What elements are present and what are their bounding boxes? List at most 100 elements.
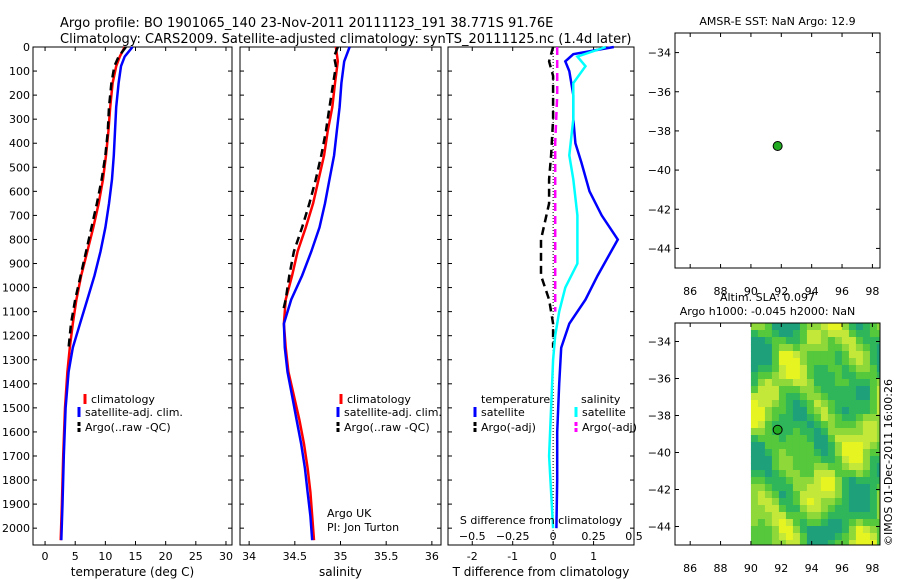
sla-map-cell [848, 519, 857, 527]
sla-map-cell [757, 533, 766, 541]
sla-map-cell [834, 526, 843, 534]
sla-map-cell [834, 442, 843, 450]
sla-map-cell [862, 470, 871, 478]
sla-map-cell [876, 526, 880, 534]
sla-map-cell [820, 407, 829, 415]
sla-map-cell [778, 330, 787, 338]
sla-map-cell [806, 435, 815, 443]
sla-map-ytick-label: −36 [648, 373, 671, 386]
sla-map-cell [764, 512, 773, 520]
sla-map-title-line1: Altim. SLA: 0.097 [720, 291, 815, 304]
depth-tick-label: 900 [9, 258, 30, 271]
sla-map-cell [799, 498, 808, 506]
sla-map-cell [792, 372, 801, 380]
sla-map-cell [813, 365, 822, 373]
sla-map-cell [750, 351, 759, 359]
sla-map-cell [813, 386, 822, 394]
sla-map-cell [799, 519, 808, 527]
sla-map-cell [855, 344, 864, 352]
sla-map-cell [757, 470, 766, 478]
sla-map-cell [799, 428, 808, 436]
sla-map-cell [841, 386, 850, 394]
sla-map-cell [806, 533, 815, 541]
sla-map-cell [827, 323, 836, 331]
sla-map-cell [848, 386, 857, 394]
depth-tick-label: 1300 [2, 354, 30, 367]
depth-tick-label: 1500 [2, 402, 30, 415]
sla-map-cell [834, 330, 843, 338]
sla-map-cell [785, 365, 794, 373]
sla-map-cell [785, 505, 794, 513]
sla-map-cell [785, 330, 794, 338]
salinity-xtick-label: 35.5 [374, 550, 399, 563]
sla-map-cell [855, 372, 864, 380]
sla-map-cell [841, 421, 850, 429]
sla-map-cell [813, 484, 822, 492]
sla-map-cell [778, 519, 787, 527]
sst-map-xtick-label: 90 [744, 285, 758, 298]
sla-map-cell [827, 351, 836, 359]
sla-map-cell [764, 358, 773, 366]
sla-map-cell [876, 519, 880, 527]
sla-map-cell [778, 421, 787, 429]
sla-map-cell [820, 533, 829, 541]
sla-map-cell [862, 323, 871, 331]
sla-map-cell [799, 456, 808, 464]
sla-map-cell [799, 442, 808, 450]
sla-map-cell [757, 323, 766, 331]
sla-map-cell [806, 407, 815, 415]
sla-map-cell [750, 435, 759, 443]
sla-map-cell [785, 428, 794, 436]
sla-map-cell [778, 498, 787, 506]
sla-map-cell [785, 470, 794, 478]
sla-map-cell [841, 337, 850, 345]
sla-map-cell [876, 372, 880, 380]
sla-map-cell [820, 526, 829, 534]
sla-map-cell [792, 477, 801, 485]
sla-map-cell [764, 540, 773, 545]
sla-map-cell [855, 435, 864, 443]
sla-map-cell [855, 393, 864, 401]
sla-map-cell [806, 379, 815, 387]
sla-map-cell [855, 456, 864, 464]
sla-map-cell [834, 358, 843, 366]
sla-map-cell [813, 428, 822, 436]
sla-map-cell [848, 533, 857, 541]
sla-map-cell [841, 540, 850, 545]
sla-map-cell [764, 491, 773, 499]
sla-map-cell [750, 330, 759, 338]
temperature-xtick-label: 5 [72, 550, 79, 563]
sla-map-cell [806, 477, 815, 485]
sla-map-cell [806, 421, 815, 429]
sla-map-cell [827, 337, 836, 345]
sla-map-cell [869, 365, 878, 373]
sla-map-cell [869, 442, 878, 450]
sla-map-cell [841, 456, 850, 464]
sla-map-cell [778, 442, 787, 450]
sla-map-cell [841, 379, 850, 387]
sla-map-cell [813, 372, 822, 380]
sla-map-cell [757, 344, 766, 352]
sla-map-cell [820, 484, 829, 492]
sla-map-cell [855, 540, 864, 545]
sla-map-cell [806, 491, 815, 499]
sla-map-cell [869, 456, 878, 464]
sla-map-cell [876, 484, 880, 492]
sla-map-cell [820, 456, 829, 464]
sla-map-cell [764, 463, 773, 471]
sla-map-cell [827, 400, 836, 408]
sla-map-cell [841, 519, 850, 527]
difference-xtick-label: 1 [590, 550, 597, 563]
sla-map-cell [764, 442, 773, 450]
sla-map-cell [792, 498, 801, 506]
sla-map-cell [785, 400, 794, 408]
sla-map-cell [813, 491, 822, 499]
sla-map-cell [750, 421, 759, 429]
sla-map-cell [750, 505, 759, 513]
difference-panel-frame [447, 46, 635, 546]
sla-map-cell [813, 498, 822, 506]
sla-map-cell [792, 505, 801, 513]
sla-map-cell [750, 386, 759, 394]
sla-map-cell [869, 540, 878, 545]
sla-map-cell [813, 533, 822, 541]
